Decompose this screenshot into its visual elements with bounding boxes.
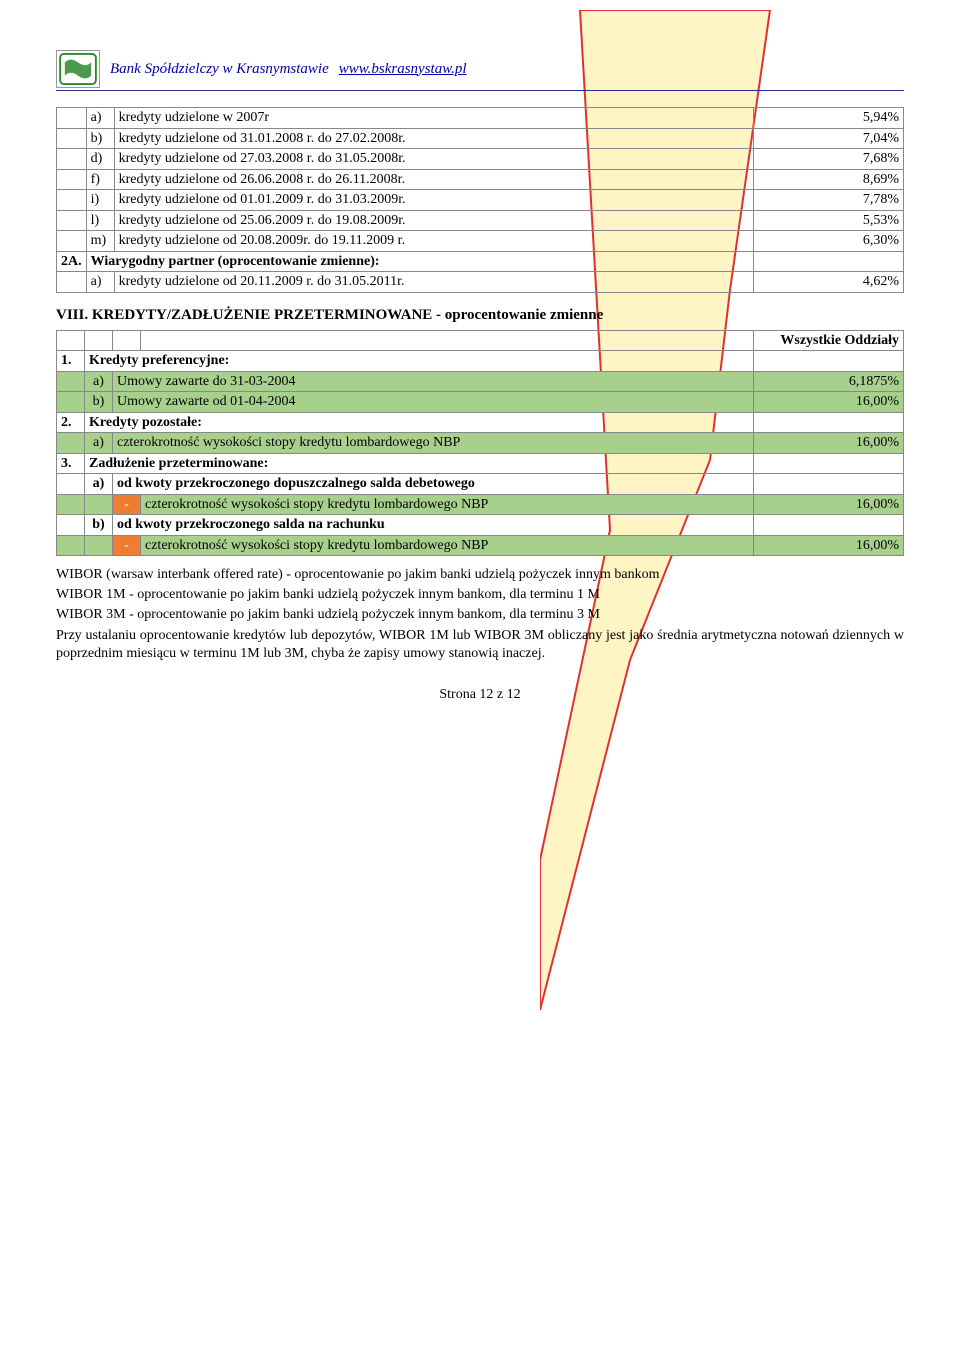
table-row: - czterokrotność wysokości stopy kredytu… (57, 535, 904, 556)
definitions-block: WIBOR (warsaw interbank offered rate) - … (56, 566, 904, 663)
table-row: l)kredyty udzielone od 25.06.2009 r. do … (57, 210, 904, 231)
table-row: a) czterokrotność wysokości stopy kredyt… (57, 433, 904, 454)
table-row: b) Umowy zawarte od 01-04-2004 16,00% (57, 392, 904, 413)
credits-table: a)kredyty udzielone w 2007r5,94% b)kredy… (56, 107, 904, 293)
bank-logo (56, 50, 100, 88)
table-row: 1. Kredyty preferencyjne: (57, 351, 904, 372)
overdue-table: Wszystkie Oddziały 1. Kredyty preferency… (56, 330, 904, 557)
table-row: - czterokrotność wysokości stopy kredytu… (57, 494, 904, 515)
definition-note: Przy ustalaniu oprocentowanie kredytów l… (56, 627, 904, 663)
page-footer: Strona 12 z 12 (0, 687, 960, 703)
table-row: a) Umowy zawarte do 31-03-2004 6,1875% (57, 371, 904, 392)
table-row: m)kredyty udzielone od 20.08.2009r. do 1… (57, 231, 904, 252)
table-row: 3. Zadłużenie przeterminowane: (57, 453, 904, 474)
definition-wibor: WIBOR (warsaw interbank offered rate) - … (56, 566, 904, 584)
table-row: b) od kwoty przekroczonego salda na rach… (57, 515, 904, 536)
table-row: a)kredyty udzielone w 2007r5,94% (57, 108, 904, 129)
bank-name-text: Bank Spółdzielczy w Krasnymstawie (110, 61, 329, 78)
definition-wibor1m: WIBOR 1M - oprocentowanie po jakim banki… (56, 586, 904, 604)
table-row: i)kredyty udzielone od 01.01.2009 r. do … (57, 190, 904, 211)
table-row: a) kredyty udzielone od 20.11.2009 r. do… (57, 272, 904, 293)
definition-wibor3m: WIBOR 3M - oprocentowanie po jakim banki… (56, 606, 904, 624)
section-viii-title: VIII. KREDYTY/ZADŁUŻENIE PRZETERMINOWANE… (56, 307, 904, 324)
table-row: f)kredyty udzielone od 26.06.2008 r. do … (57, 169, 904, 190)
page-header: Bank Spółdzielczy w Krasnymstawie www.bs… (56, 50, 904, 91)
table-row: d)kredyty udzielone od 27.03.2008 r. do … (57, 149, 904, 170)
table-row: a) od kwoty przekroczonego dopuszczalneg… (57, 474, 904, 495)
table-row: Wszystkie Oddziały (57, 330, 904, 351)
table-row: b)kredyty udzielone od 31.01.2008 r. do … (57, 128, 904, 149)
bank-url-link[interactable]: www.bskrasnystaw.pl (339, 61, 467, 78)
table-row: 2A. Wiarygodny partner (oprocentowanie z… (57, 251, 904, 272)
table-row: 2. Kredyty pozostałe: (57, 412, 904, 433)
